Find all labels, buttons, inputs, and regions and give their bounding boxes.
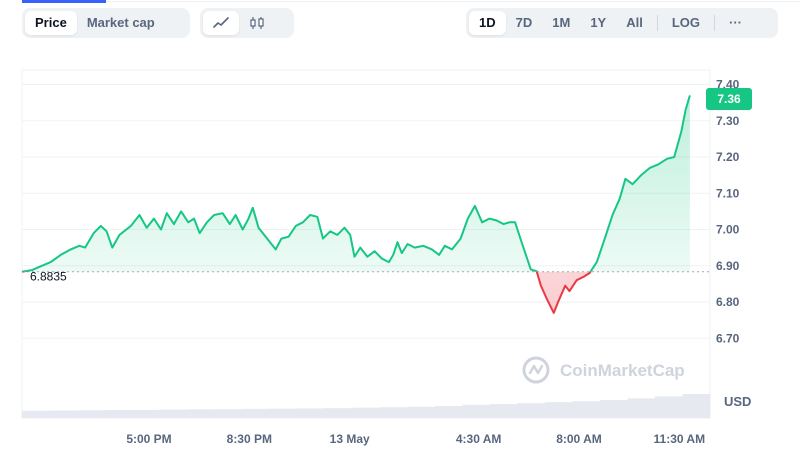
market-cap-tab[interactable]: Market cap xyxy=(86,15,155,30)
volume-bar xyxy=(269,408,298,418)
volume-bar xyxy=(49,410,78,418)
volume-bar xyxy=(682,394,711,418)
x-axis: 5:00 PM 8:30 PM 13 May 4:30 AM 8:00 AM 11:30 … xyxy=(126,432,705,446)
y-tick-label: 6.70 xyxy=(716,331,740,345)
volume-bar xyxy=(654,396,683,418)
x-tick-label: 8:30 PM xyxy=(227,432,272,446)
volume-bar xyxy=(22,410,51,418)
volume-bar xyxy=(352,407,381,418)
current-price-value: 7.36 xyxy=(717,92,741,106)
metric-toggle: Price Market cap xyxy=(22,8,190,38)
price-line-down xyxy=(22,271,592,314)
watermark: CoinMarketCap xyxy=(522,356,685,384)
active-tab-underline xyxy=(22,0,106,3)
price-line-up xyxy=(21,95,691,272)
watermark-text: CoinMarketCap xyxy=(560,361,685,380)
volume-bar xyxy=(434,406,463,418)
y-tick-label: 7.30 xyxy=(716,114,740,128)
x-tick-label: 13 May xyxy=(330,432,370,446)
y-axis: 6.706.806.907.007.107.207.307.40 xyxy=(716,78,740,346)
coinmarketcap-logo-icon xyxy=(522,356,550,384)
volume-bar xyxy=(489,404,518,418)
price-chart[interactable]: CoinMarketCap 6.70 6.80 6.90 7.00 7.10 7.20 7.… xyxy=(0,60,800,460)
volume-bars xyxy=(22,394,711,418)
range-7d-button[interactable]: 7D xyxy=(515,15,533,30)
volume-bar xyxy=(159,409,188,418)
volume-bar xyxy=(214,409,243,418)
price-area-up xyxy=(22,95,690,272)
x-tick-label: 4:30 AM xyxy=(456,432,502,446)
volume-bar xyxy=(572,401,601,418)
y-tick-label: 7.20 xyxy=(716,150,740,164)
gridlines xyxy=(22,84,710,339)
more-separator xyxy=(714,15,716,31)
volume-bar xyxy=(132,409,161,418)
x-tick-label: 8:00 AM xyxy=(556,432,602,446)
volume-bar xyxy=(407,406,436,418)
price-area xyxy=(22,95,690,313)
chart-type-toggle xyxy=(200,8,294,38)
current-price-badge: 7.36 xyxy=(706,88,752,110)
range-1d-button[interactable]: 1D xyxy=(469,11,506,35)
more-options-button[interactable]: ··· xyxy=(729,15,743,30)
current-price-badge-bg xyxy=(706,88,752,110)
range-1m-button[interactable]: 1M xyxy=(552,15,571,30)
line-chart-icon xyxy=(213,17,229,28)
y-tick-label: 6.90 xyxy=(716,259,740,273)
log-scale-button[interactable]: LOG xyxy=(671,15,701,30)
candlestick-icon xyxy=(250,17,264,29)
volume-bar xyxy=(544,402,573,418)
header-divider xyxy=(106,1,800,2)
volume-bar xyxy=(627,398,656,418)
range-toggle: 1D 7D 1M 1Y All LOG ··· xyxy=(466,8,778,38)
volume-bar xyxy=(104,410,133,418)
volume-bar xyxy=(599,400,628,418)
range-1y-button[interactable]: 1Y xyxy=(590,15,607,30)
price-tab[interactable]: Price xyxy=(25,11,77,35)
currency-label: USD xyxy=(724,394,751,409)
volume-bar xyxy=(462,404,491,418)
volume-bar xyxy=(187,409,216,418)
open-price-label: 6.8835 xyxy=(30,270,67,284)
y-tick-label: 7.00 xyxy=(716,223,740,237)
line-chart-button[interactable] xyxy=(203,11,239,35)
volume-bar xyxy=(379,407,408,418)
volume-bar xyxy=(517,403,546,418)
y-tick-label: 6.80 xyxy=(716,295,740,309)
price-line xyxy=(21,95,691,314)
y-tick-label: 7.10 xyxy=(716,186,740,200)
range-separator xyxy=(656,15,658,31)
volume-bar xyxy=(77,410,106,418)
price-area-down xyxy=(536,271,591,313)
x-tick-label: 11:30 AM xyxy=(654,432,706,446)
volume-bar xyxy=(297,408,326,418)
volume-bar xyxy=(324,408,353,418)
x-tick-label: 5:00 PM xyxy=(126,432,171,446)
range-all-button[interactable]: All xyxy=(626,15,643,30)
volume-bar xyxy=(242,408,271,418)
candlestick-chart-button[interactable] xyxy=(239,11,275,35)
